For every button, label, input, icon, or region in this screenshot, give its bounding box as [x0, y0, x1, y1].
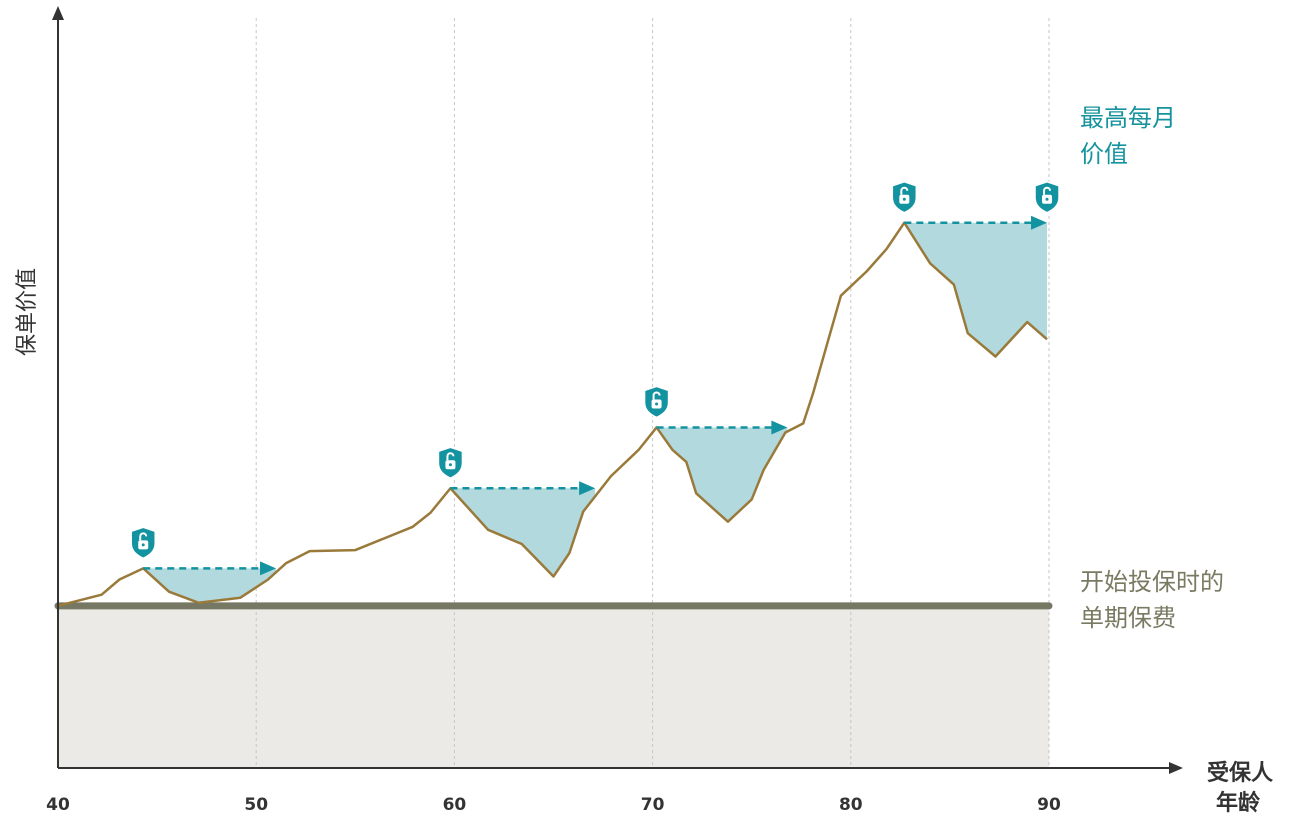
lock-arrow-head	[771, 420, 788, 435]
lock-shield-icon	[130, 526, 156, 560]
x-tick-label: 40	[46, 795, 70, 815]
lock-arrow-head	[579, 481, 596, 496]
y-axis-label: 保单价值	[15, 268, 40, 356]
x-tick-label: 80	[839, 795, 863, 815]
lock-shield-icon	[1034, 180, 1060, 214]
baseline-annotation-line-1: 开始投保时的	[1080, 568, 1224, 596]
x-tick-label: 90	[1037, 795, 1061, 815]
lock-shield-icon	[891, 180, 918, 214]
x-axis-label-line-1: 受保人	[1207, 760, 1273, 786]
lock-shield-icon	[643, 385, 670, 419]
premium-shaded-area	[58, 605, 1049, 768]
x-tick-label: 50	[244, 795, 268, 815]
lock-period-area	[656, 427, 788, 522]
peak-annotation-line-2: 价值	[1080, 140, 1128, 168]
x-axis-arrowhead	[1169, 762, 1183, 774]
x-tick-label: 60	[443, 795, 467, 815]
lock-shield-icon	[437, 446, 464, 480]
lock-period-area	[904, 222, 1048, 357]
peak-annotation-line-1: 最高每月	[1080, 104, 1176, 132]
lock-arrow-head	[260, 561, 277, 576]
baseline-annotation-line-2: 单期保费	[1080, 604, 1176, 632]
policy-value-line	[57, 221, 1048, 608]
lock-period-area	[450, 488, 596, 577]
lock-arrow-head	[1031, 215, 1048, 230]
x-axis-label-line-2: 年龄	[1216, 790, 1261, 816]
x-tick-label: 70	[641, 795, 665, 815]
y-axis-arrowhead	[52, 6, 64, 20]
